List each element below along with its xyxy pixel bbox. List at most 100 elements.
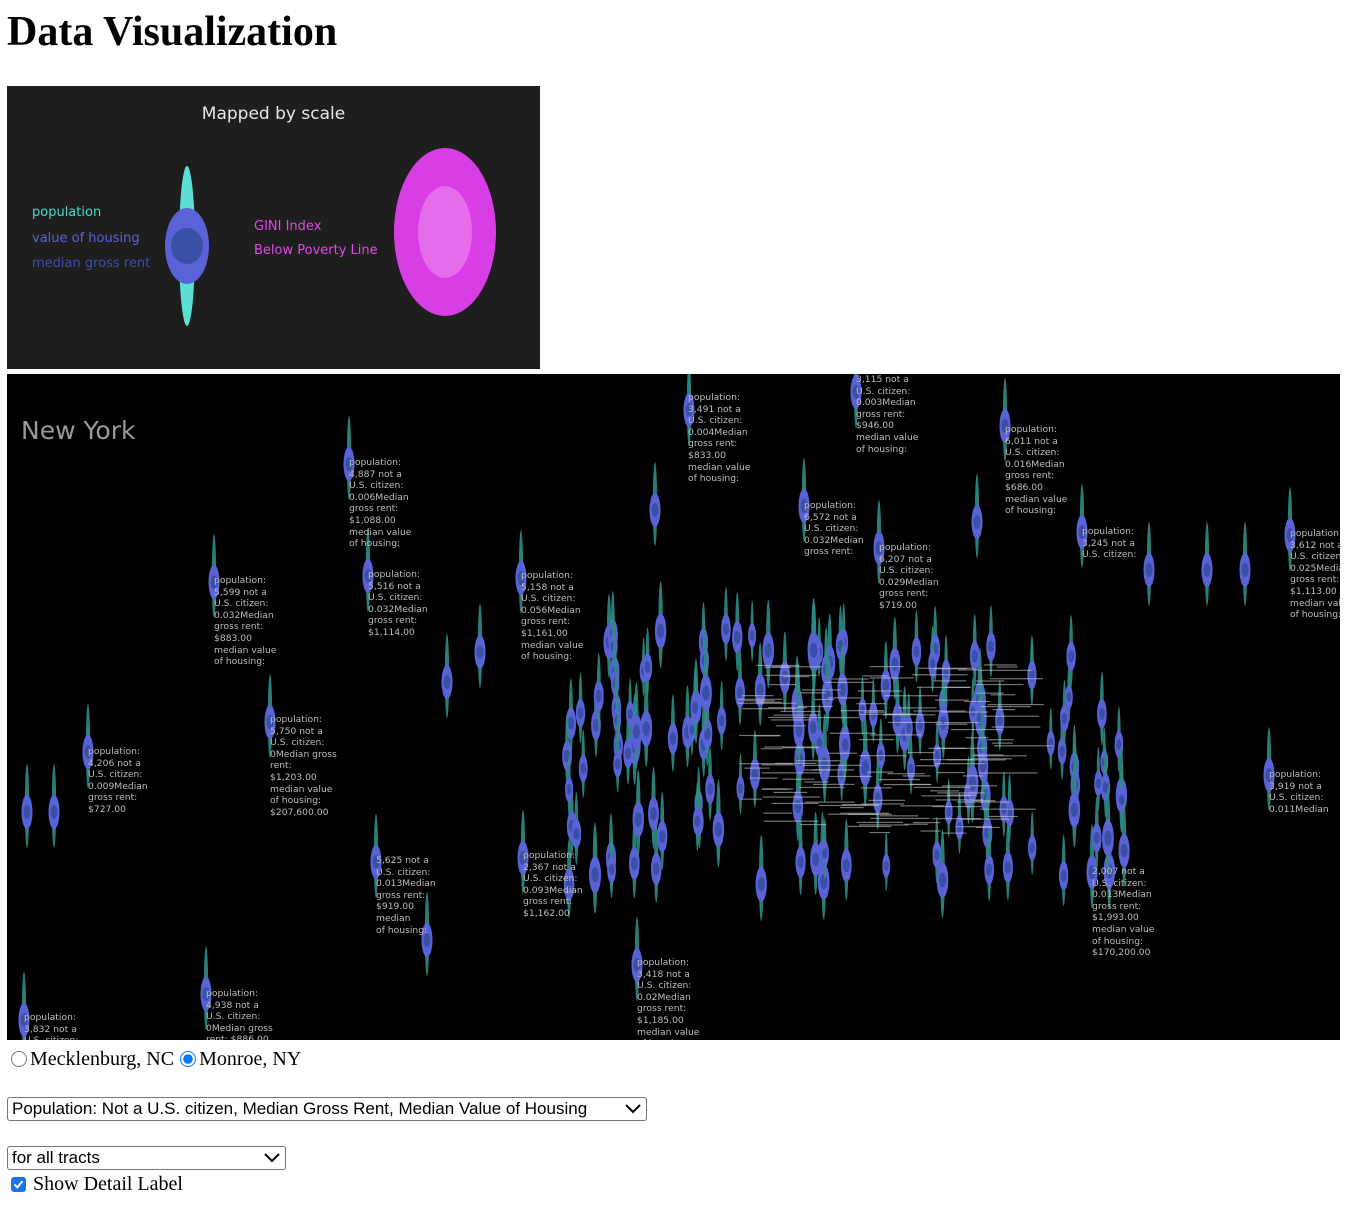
county-radio-mecklenburg[interactable] (11, 1051, 27, 1067)
tract-glyph (1143, 522, 1155, 606)
tract-glyph (1201, 522, 1213, 606)
tract-glyph (575, 672, 586, 744)
tract-glyph (882, 831, 891, 892)
tract-glyph (1066, 615, 1076, 688)
tract-glyph (1058, 834, 1069, 907)
tract-glyph (795, 817, 806, 896)
show-detail-checkbox[interactable] (11, 1176, 26, 1192)
tract-glyph (421, 892, 433, 976)
tract-glyph (880, 640, 892, 720)
tract-glyph (683, 374, 695, 446)
tract-glyph (1002, 823, 1013, 901)
tract-glyph (1118, 802, 1130, 887)
tract-glyph (1117, 763, 1126, 828)
tract-glyph (889, 616, 901, 700)
tract-glyph (734, 648, 745, 726)
tract-glyph (593, 653, 604, 729)
tract-glyph (1046, 707, 1055, 770)
tract-glyph (654, 581, 667, 669)
tract-label: population: 3,418 not a U.S. citizen: 0.02M… (637, 957, 700, 1040)
tract-glyph (1076, 484, 1088, 568)
tract-label: population: 3,919 not a U.S. citizen: 0.011… (1269, 769, 1329, 815)
tract-glyph (692, 781, 702, 851)
legend-panel: Mapped by scale population value of hous… (7, 86, 540, 369)
legend-rent-glyph (171, 228, 203, 264)
tract-glyph (762, 599, 775, 689)
tract-label: population: 2,367 not a U.S. citizen: 0.093… (523, 850, 583, 919)
tract-select[interactable]: for all tracts (7, 1146, 286, 1170)
tract-glyph (200, 946, 212, 1030)
tract-glyph (999, 771, 1009, 837)
tract-glyph (650, 823, 662, 904)
tract-glyph (48, 764, 60, 848)
tract-select-value: for all tracts (12, 1148, 100, 1167)
tract-glyph (810, 811, 822, 895)
legend-title: Mapped by scale (201, 104, 346, 124)
legend-label-rent: median gross rent (32, 256, 151, 271)
tract-glyph (932, 816, 942, 884)
tract-glyph (631, 917, 643, 1001)
tract-glyph (626, 678, 635, 741)
region-title: New York (21, 416, 136, 445)
tract-glyph (955, 792, 964, 854)
tract-label: 3,115 not a U.S. citizen: 0.003Median gross… (856, 374, 919, 455)
tract-glyph (18, 972, 30, 1040)
legend-poverty-glyph (418, 186, 472, 278)
tract-glyph (629, 817, 640, 899)
tract-label: population: 3,245 not a U.S. citizen: (1082, 526, 1137, 561)
tract-label: population: 3,612 not a U.S. citizen: 0.025… (1290, 528, 1340, 621)
chevron-down-icon (625, 1104, 641, 1114)
tract-label: population: 4,887 not a U.S. citizen: 0.006… (349, 457, 412, 550)
county-label-monroe[interactable]: Monroe, NY (199, 1047, 302, 1070)
tract-glyph (264, 674, 276, 758)
tract-glyph-layer (18, 374, 1296, 1040)
tract-glyph (1097, 671, 1107, 746)
county-label-mecklenburg[interactable]: Mecklenburg, NC (30, 1047, 175, 1070)
tract-glyph (690, 666, 700, 739)
tract-label: population: 6,207 not a U.S. citizen: 0.029… (879, 542, 939, 611)
tract-glyph (721, 587, 731, 661)
tract-glyph (630, 682, 643, 769)
tract-glyph (705, 747, 715, 821)
tract-glyph (1102, 786, 1114, 877)
tract-glyph (850, 374, 862, 428)
show-detail-label-toggle[interactable]: Show Detail Label (11, 1172, 183, 1196)
tract-glyph (1091, 796, 1102, 870)
tract-glyph (1263, 727, 1275, 811)
tract-glyph (840, 700, 851, 778)
county-radio-monroe[interactable] (180, 1051, 197, 1067)
tract-label: population: 6,011 not a U.S. citizen: 0.016… (1005, 424, 1068, 517)
variables-select-value: Population: Not a U.S. citizen, Median G… (12, 1099, 588, 1118)
tract-glyph (362, 528, 374, 612)
tract-glyph (748, 600, 757, 662)
tract-visualization[interactable]: New York population: 3,491 not a U.S. citi… (7, 374, 1340, 1040)
legend-glyphs (165, 148, 496, 326)
tract-label: population: 4,938 not a U.S. citizen: 0Medi… (206, 988, 273, 1040)
tract-glyph (474, 604, 486, 688)
tract-label: population: 5,516 not a U.S. citizen: 0.032… (368, 569, 428, 638)
tract-glyph (915, 685, 925, 755)
tract-glyph (798, 458, 810, 542)
tract-glyph (563, 838, 575, 919)
tract-glyph (571, 791, 582, 866)
variables-select[interactable]: Population: Not a U.S. citizen, Median G… (7, 1097, 647, 1121)
tract-glyph (869, 677, 878, 742)
tract-label: 5,625 not a U.S. citizen: 0.013Median gross… (376, 855, 436, 936)
tract-glyph (21, 764, 33, 848)
tract-glyph (1239, 522, 1251, 606)
tract-glyph (441, 634, 453, 718)
tract-glyph (1028, 811, 1037, 876)
tract-glyph (818, 713, 831, 803)
tract-label: population: 6,572 not a U.S. citizen: 0.032… (804, 500, 864, 558)
tract-glyph (717, 680, 727, 751)
tract-glyph (971, 474, 983, 558)
chevron-down-icon (264, 1153, 280, 1163)
tract-glyph (578, 729, 588, 798)
show-detail-label-text: Show Detail Label (33, 1172, 183, 1195)
tract-glyph (649, 462, 661, 546)
tract-glyph (632, 769, 644, 858)
tract-glyph (82, 704, 94, 788)
tract-glyph (370, 814, 382, 898)
tract-glyph (820, 817, 829, 881)
tract-glyph (969, 677, 977, 738)
